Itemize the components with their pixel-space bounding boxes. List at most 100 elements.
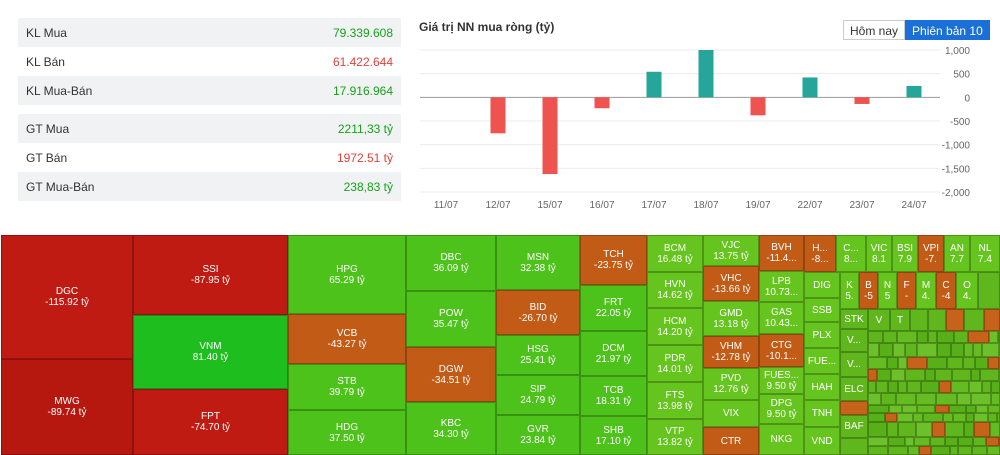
tile-small[interactable] (988, 413, 997, 422)
tile-small[interactable] (937, 343, 951, 357)
tile-small[interactable] (868, 343, 879, 357)
tile-small[interactable] (950, 446, 958, 455)
tile-small[interactable] (913, 413, 923, 422)
tile-small[interactable] (888, 381, 898, 393)
tile-DGC[interactable]: DGC -115.92 tỷ (1, 235, 133, 359)
tile-small[interactable] (991, 381, 1000, 393)
tile-C2[interactable]: C -4 (936, 272, 956, 309)
tile-CTR[interactable]: CTR (703, 427, 759, 455)
tile-SIP[interactable]: SIP 24.79 tỷ (496, 375, 580, 415)
tile-small[interactable] (930, 437, 945, 446)
tile-small[interactable] (877, 369, 891, 381)
tile-VIC[interactable]: VIC 8.1 (866, 235, 892, 272)
tile-Vs[interactable]: V (868, 309, 890, 331)
tile-small[interactable] (896, 393, 916, 405)
tile-STK[interactable]: STK (840, 309, 868, 329)
tile-small[interactable] (964, 343, 973, 357)
tile-VCB[interactable]: VCB -43.27 tỷ (288, 314, 406, 364)
tile-MSN[interactable]: MSN 32.38 tỷ (496, 235, 580, 290)
tile-NKG[interactable]: NKG (759, 424, 804, 455)
tile-HCM[interactable]: HCM 14.20 tỷ (647, 308, 703, 345)
tile-small[interactable] (898, 381, 907, 393)
tile-small[interactable] (887, 422, 898, 437)
tile-HAH[interactable]: HAH (804, 374, 840, 400)
tile-small[interactable] (888, 446, 908, 455)
tile-SSB[interactable]: SSB (804, 298, 840, 322)
tile-small[interactable] (928, 309, 946, 331)
tile-small[interactable] (868, 422, 887, 437)
tile-V2[interactable]: V... (840, 352, 868, 377)
tile-small[interactable] (876, 381, 888, 393)
tile-VHC[interactable]: VHC -13.66 tỷ (703, 266, 759, 301)
tile-H[interactable]: H... -8... (804, 235, 836, 272)
tile-small[interactable] (932, 422, 945, 437)
tile-GMD[interactable]: GMD 13.18 tỷ (703, 301, 759, 336)
tile-small[interactable] (982, 381, 991, 393)
tile-small[interactable] (949, 405, 966, 413)
tile-AN[interactable]: AN 7.7 (944, 235, 970, 272)
tile-small[interactable] (902, 405, 917, 413)
tile-small[interactable] (971, 369, 980, 381)
tile-small[interactable] (991, 393, 1000, 405)
tile-small[interactable] (914, 437, 930, 446)
tile-small[interactable] (928, 331, 937, 343)
tile-C[interactable]: C... 8... (836, 235, 866, 272)
tile-STB[interactable]: STB 39.79 tỷ (288, 364, 406, 410)
tile-CTG[interactable]: CTG -10.1... (759, 334, 804, 367)
tile-small[interactable] (883, 331, 897, 343)
tile-VNM[interactable]: VNM 81.40 tỷ (133, 315, 288, 389)
tile-small[interactable] (910, 309, 928, 331)
tile-small[interactable] (939, 381, 951, 393)
tile-TNH[interactable]: TNH (804, 400, 840, 427)
tile-small[interactable] (973, 343, 982, 357)
tile-small[interactable] (908, 446, 919, 455)
tile-small[interactable] (990, 422, 1000, 437)
tile-small[interactable] (953, 413, 966, 422)
tile-VND[interactable]: VND (804, 427, 840, 455)
tile-small[interactable] (945, 422, 964, 437)
tile-small[interactable] (916, 422, 932, 437)
tile-small[interactable] (907, 381, 921, 393)
tile-small[interactable] (898, 422, 916, 437)
tile-FRT[interactable]: FRT 22.05 tỷ (580, 285, 647, 331)
tile-HSG[interactable]: HSG 25.41 tỷ (496, 335, 580, 375)
tile-GAS[interactable]: GAS 10.43... (759, 302, 804, 334)
tile-small[interactable] (927, 357, 947, 369)
tile-small[interactable] (868, 405, 889, 413)
tile-HVN[interactable]: HVN 14.62 tỷ (647, 272, 703, 308)
tile-small[interactable] (974, 422, 990, 437)
tile-small[interactable] (935, 405, 949, 413)
tile-small[interactable] (917, 343, 937, 357)
tile-PLX[interactable]: PLX (804, 322, 840, 348)
tile-BSI[interactable]: BSI 7.9 (892, 235, 918, 272)
tile-small[interactable] (840, 438, 868, 455)
tile-HPG[interactable]: HPG 65.29 tỷ (288, 235, 406, 314)
tile-small[interactable] (968, 331, 989, 343)
tile-small[interactable] (972, 446, 987, 455)
tile-small[interactable] (879, 343, 893, 357)
tile-small[interactable] (982, 343, 999, 357)
tile-small[interactable] (964, 309, 984, 331)
tile-small[interactable] (898, 357, 907, 369)
tile-small[interactable] (919, 446, 931, 455)
tile-small[interactable] (966, 405, 976, 413)
tile-FUES[interactable]: FUES... 9.50 tỷ (759, 367, 804, 394)
tile-V1[interactable]: V... (840, 329, 868, 352)
tile-small[interactable] (881, 393, 896, 405)
tile-small[interactable] (921, 381, 939, 393)
tile-small[interactable] (969, 381, 982, 393)
tile-DGW[interactable]: DGW -34.51 tỷ (406, 347, 496, 402)
tile-small[interactable] (987, 446, 1000, 455)
tile-DBC[interactable]: DBC 36.09 tỷ (406, 235, 496, 291)
tile-small[interactable] (946, 309, 964, 331)
tile-small[interactable] (916, 393, 936, 405)
tile-small[interactable] (978, 272, 1000, 309)
session-button[interactable]: Phiên bản 10 (905, 20, 990, 40)
tile-small[interactable] (989, 331, 998, 343)
tile-small[interactable] (958, 437, 973, 446)
tile-small[interactable] (980, 369, 999, 381)
tile-small[interactable] (937, 331, 954, 343)
tile-small[interactable] (925, 369, 935, 381)
tile-SSI[interactable]: SSI -87.95 tỷ (133, 235, 288, 315)
tile-small[interactable] (964, 422, 974, 437)
